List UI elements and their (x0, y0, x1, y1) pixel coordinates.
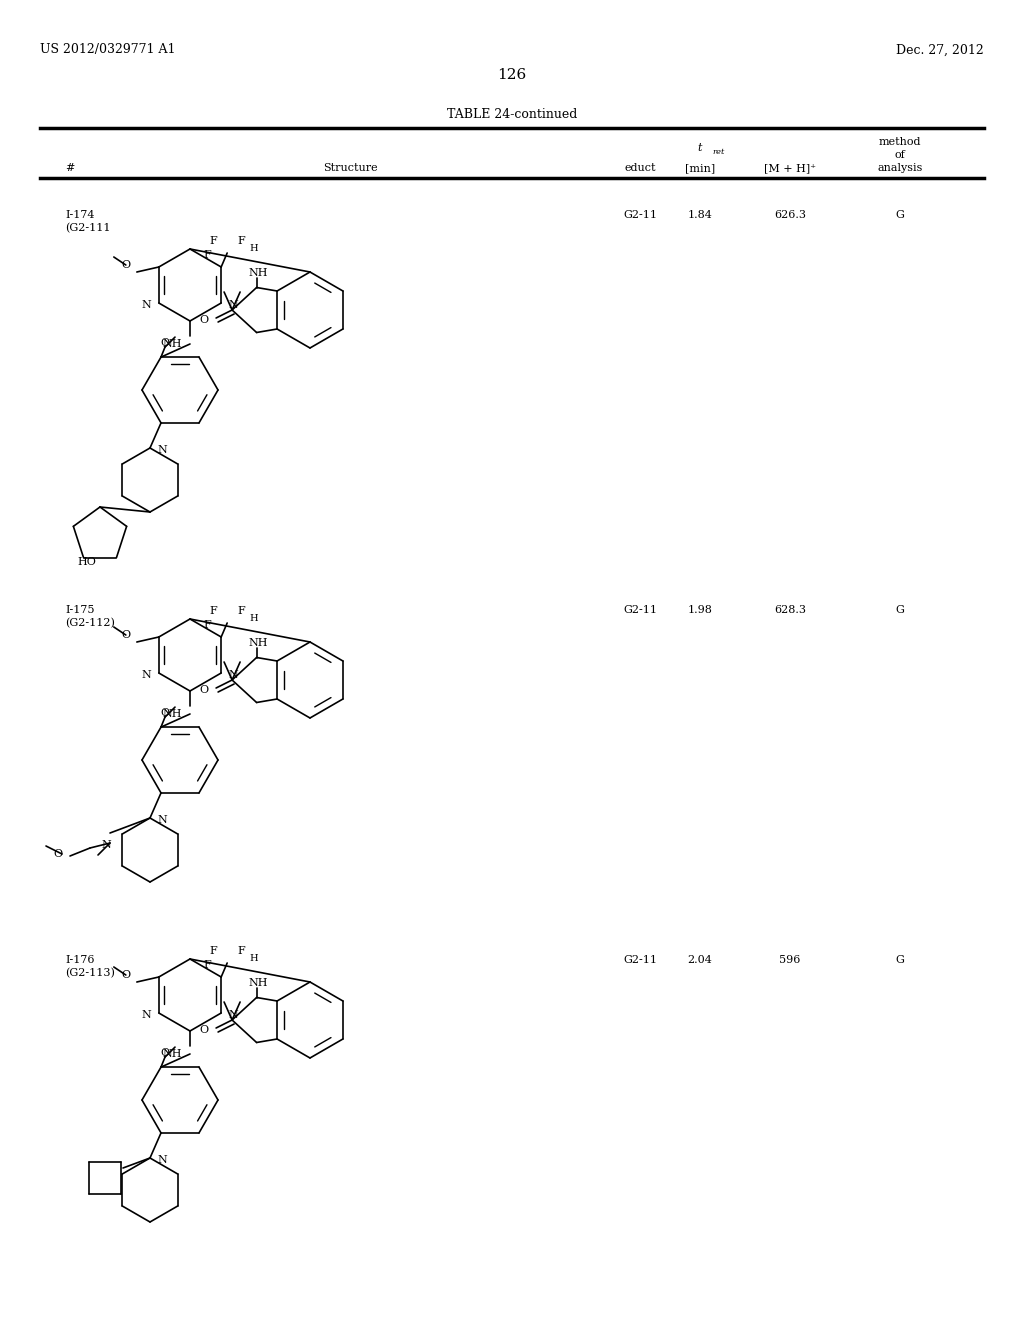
Text: G: G (896, 954, 904, 965)
Text: Structure: Structure (323, 162, 377, 173)
Text: N: N (142, 300, 152, 310)
Text: O: O (200, 685, 209, 696)
Text: F: F (209, 946, 217, 956)
Text: N: N (157, 1155, 167, 1166)
Text: N: N (101, 840, 111, 850)
Text: O: O (121, 260, 130, 271)
Text: G: G (896, 210, 904, 220)
Text: analysis: analysis (878, 162, 923, 173)
Text: N: N (157, 814, 167, 825)
Text: (G2-111: (G2-111 (65, 223, 111, 234)
Text: educt: educt (625, 162, 655, 173)
Text: #: # (65, 162, 75, 173)
Text: O: O (161, 1048, 170, 1059)
Text: F: F (204, 960, 211, 970)
Text: G2-11: G2-11 (623, 605, 657, 615)
Text: NH: NH (249, 639, 268, 648)
Text: O: O (161, 708, 170, 718)
Text: 1.98: 1.98 (687, 605, 713, 615)
Text: ret: ret (712, 148, 724, 156)
Text: 596: 596 (779, 954, 801, 965)
Text: N: N (228, 671, 238, 680)
Text: F: F (209, 606, 217, 616)
Text: O: O (200, 1026, 209, 1035)
Text: TABLE 24-continued: TABLE 24-continued (446, 108, 578, 121)
Text: Dec. 27, 2012: Dec. 27, 2012 (896, 44, 984, 57)
Text: N: N (228, 300, 238, 310)
Text: O: O (200, 315, 209, 325)
Text: O: O (161, 338, 170, 348)
Text: NH: NH (249, 268, 268, 279)
Text: F: F (238, 236, 245, 246)
Text: I-175: I-175 (65, 605, 94, 615)
Text: F: F (204, 620, 211, 630)
Text: H: H (250, 954, 258, 964)
Text: NH: NH (162, 339, 181, 348)
Text: H: H (250, 244, 258, 253)
Text: H: H (250, 614, 258, 623)
Text: F: F (238, 946, 245, 956)
Text: I-174: I-174 (65, 210, 94, 220)
Text: G2-11: G2-11 (623, 210, 657, 220)
Text: NH: NH (249, 978, 268, 989)
Text: N: N (142, 671, 152, 680)
Text: O: O (121, 630, 130, 640)
Text: F: F (209, 236, 217, 246)
Text: method: method (879, 137, 922, 147)
Text: NH: NH (162, 1049, 181, 1059)
Text: [min]: [min] (685, 162, 715, 173)
Text: 626.3: 626.3 (774, 210, 806, 220)
Text: G2-11: G2-11 (623, 954, 657, 965)
Text: G: G (896, 605, 904, 615)
Text: (G2-113): (G2-113) (65, 968, 115, 978)
Text: t: t (697, 143, 702, 153)
Text: N: N (157, 445, 167, 455)
Text: F: F (238, 606, 245, 616)
Text: 628.3: 628.3 (774, 605, 806, 615)
Text: F: F (204, 249, 211, 260)
Text: [M + H]⁺: [M + H]⁺ (764, 162, 816, 173)
Text: 1.84: 1.84 (687, 210, 713, 220)
Text: O: O (121, 970, 130, 979)
Text: N: N (142, 1010, 152, 1020)
Text: US 2012/0329771 A1: US 2012/0329771 A1 (40, 44, 175, 57)
Text: of: of (895, 150, 905, 160)
Text: O: O (53, 849, 62, 859)
Text: (G2-112): (G2-112) (65, 618, 115, 628)
Text: NH: NH (162, 709, 181, 719)
Text: 2.04: 2.04 (687, 954, 713, 965)
Text: N: N (228, 1010, 238, 1020)
Text: 126: 126 (498, 69, 526, 82)
Text: HO: HO (78, 557, 96, 566)
Text: I-176: I-176 (65, 954, 94, 965)
